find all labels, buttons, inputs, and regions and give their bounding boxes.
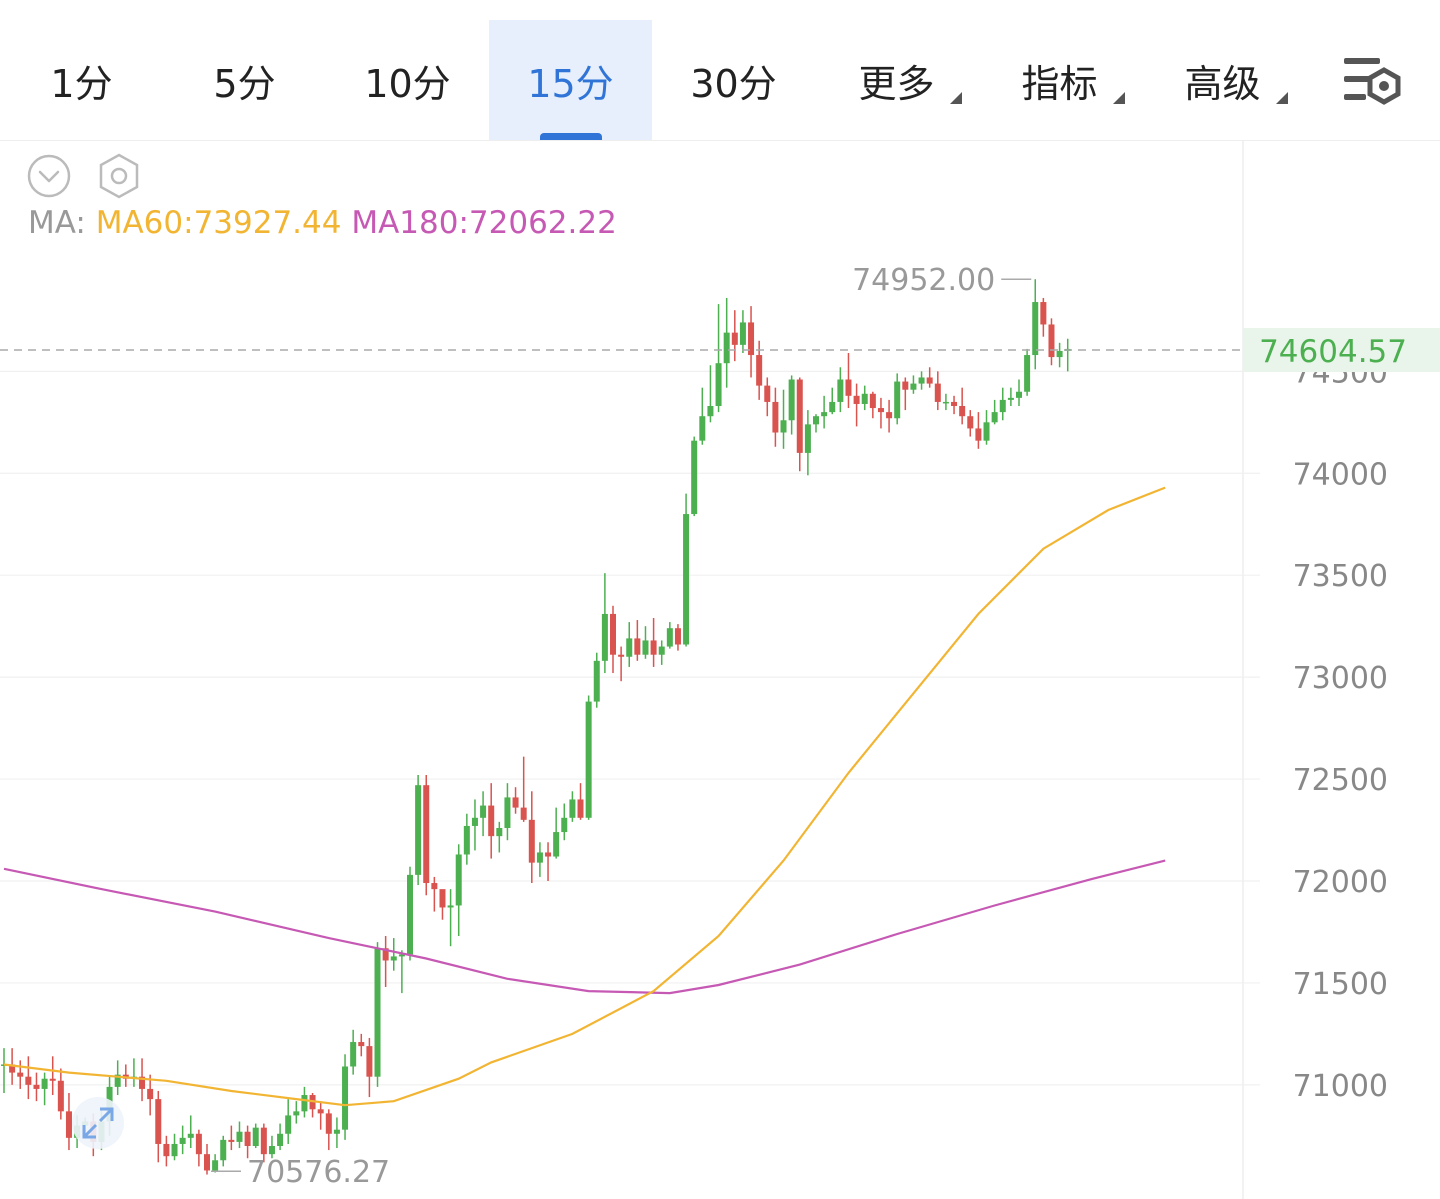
active-tab-indicator xyxy=(539,133,602,140)
timeframe-tabbar: 1分 5分 10分 15分 30分 更多 指标 高级 xyxy=(0,0,1440,141)
tab-15min[interactable]: 15分 xyxy=(489,20,652,140)
ma180-value: MA180:72062.22 xyxy=(351,205,617,241)
tab-label: 15分 xyxy=(527,61,614,106)
tab-1min[interactable]: 1分 xyxy=(0,20,163,140)
dropdown-caret-icon xyxy=(1113,92,1125,104)
tab-label: 指标 xyxy=(1021,61,1098,106)
dropdown-caret-icon xyxy=(950,92,962,104)
ma-legend: MA: MA60:73927.44 MA180:72062.22 xyxy=(28,205,617,241)
tab-10min[interactable]: 10分 xyxy=(326,20,489,140)
tab-label: 1分 xyxy=(50,61,113,106)
tab-label: 30分 xyxy=(690,61,777,106)
chevron-down-circle-icon[interactable] xyxy=(26,153,72,199)
chart-area[interactable] xyxy=(0,141,1440,1199)
tab-indicators[interactable]: 指标 xyxy=(978,20,1141,140)
tab-label: 高级 xyxy=(1184,61,1261,106)
hexagon-settings-icon[interactable] xyxy=(95,152,143,200)
tab-label: 5分 xyxy=(213,61,276,106)
tab-advanced[interactable]: 高级 xyxy=(1141,20,1304,140)
ma60-value: MA60:73927.44 xyxy=(95,205,342,241)
tab-30min[interactable]: 30分 xyxy=(652,20,815,140)
list-gear-icon[interactable] xyxy=(1340,52,1406,112)
dropdown-caret-icon xyxy=(1276,92,1288,104)
tab-label: 更多 xyxy=(858,61,935,106)
tab-more[interactable]: 更多 xyxy=(815,20,978,140)
ma-legend-label: MA: xyxy=(28,205,86,241)
tab-5min[interactable]: 5分 xyxy=(163,20,326,140)
tab-label: 10分 xyxy=(364,61,451,106)
expand-arrows-icon[interactable] xyxy=(70,1095,126,1151)
